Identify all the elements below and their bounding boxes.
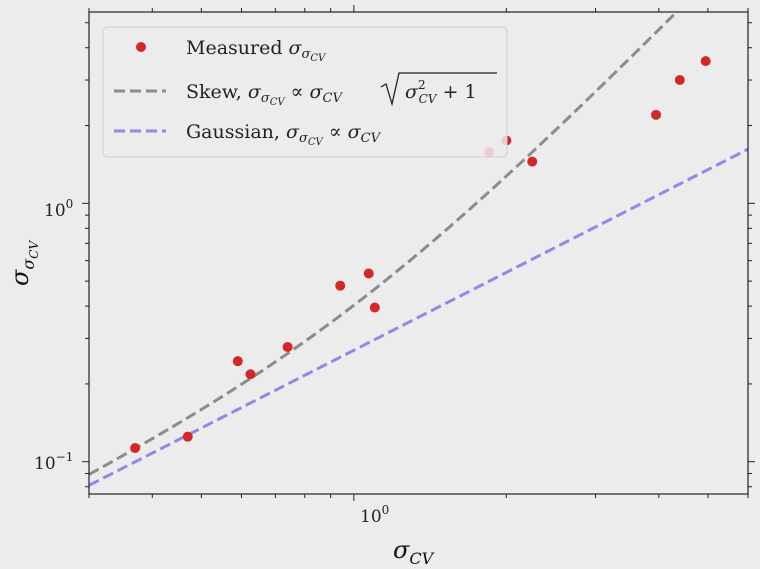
measured-point-13 xyxy=(700,56,711,67)
gaussian-model-line xyxy=(89,147,748,487)
legend-marker-measured xyxy=(136,42,146,52)
plot-area xyxy=(89,12,748,487)
measured-point-10 xyxy=(527,156,538,167)
measured-point-6 xyxy=(363,268,374,279)
measured-point-3 xyxy=(245,369,256,380)
plot-frame xyxy=(88,11,749,495)
x-tick-label-1: 100 xyxy=(360,503,389,527)
measured-point-4 xyxy=(282,341,293,352)
measured-point-12 xyxy=(674,75,685,86)
legend: Measured σσCV Skew, σσCV ∝ σCV σ2 CV + 1 … xyxy=(102,26,508,158)
measured-point-7 xyxy=(369,302,380,313)
legend-box xyxy=(102,26,508,158)
measured-point-5 xyxy=(335,280,346,291)
skew-model-line xyxy=(89,12,679,476)
axis-ticks xyxy=(82,5,755,501)
legend-label-skew-radicand: σ2 CV + 1 xyxy=(405,78,477,106)
measured-point-11 xyxy=(651,109,662,120)
measured-point-2 xyxy=(232,356,243,367)
measured-point-1 xyxy=(182,431,193,442)
measured-point-0 xyxy=(130,442,141,453)
legend-sqrt-sign xyxy=(380,72,497,107)
